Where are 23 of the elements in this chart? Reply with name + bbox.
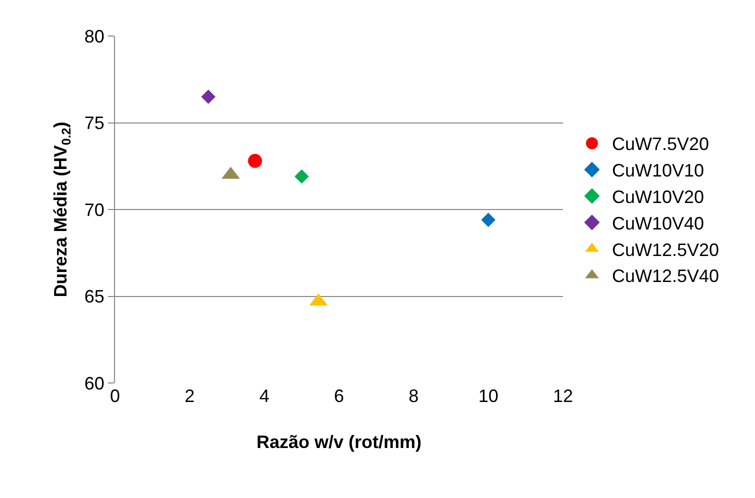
- point: [294, 169, 309, 184]
- x-tick-label: 10: [478, 386, 498, 406]
- x-tick-label: 8: [408, 386, 419, 406]
- legend-label: CuW10V40: [612, 213, 704, 234]
- y-tick-label: 70: [84, 200, 104, 220]
- y-tick-label: 60: [84, 373, 104, 394]
- x-tick-label: 4: [259, 386, 270, 406]
- point: [201, 90, 216, 104]
- x-tick-label: 2: [184, 386, 195, 406]
- legend-label: CuW12.5V20: [612, 240, 720, 260]
- x-tick-label: 0: [110, 386, 120, 406]
- y-tick-label: 75: [84, 113, 104, 134]
- x-axis-title: Razão w/v (rot/mm): [256, 432, 422, 452]
- x-tick-label: 6: [334, 386, 344, 406]
- y-tick-label: 65: [84, 286, 104, 307]
- legend-label: CuW10V20: [612, 187, 704, 208]
- legend-label: CuW7.5V20: [612, 134, 710, 154]
- x-tick-label: 12: [552, 386, 574, 406]
- legend-label: CuW12.5V40: [612, 266, 720, 286]
- legend-label: CuW10V10: [612, 160, 704, 181]
- y-tick-label: 80: [84, 26, 104, 46]
- point: [248, 154, 262, 168]
- point: [481, 212, 496, 228]
